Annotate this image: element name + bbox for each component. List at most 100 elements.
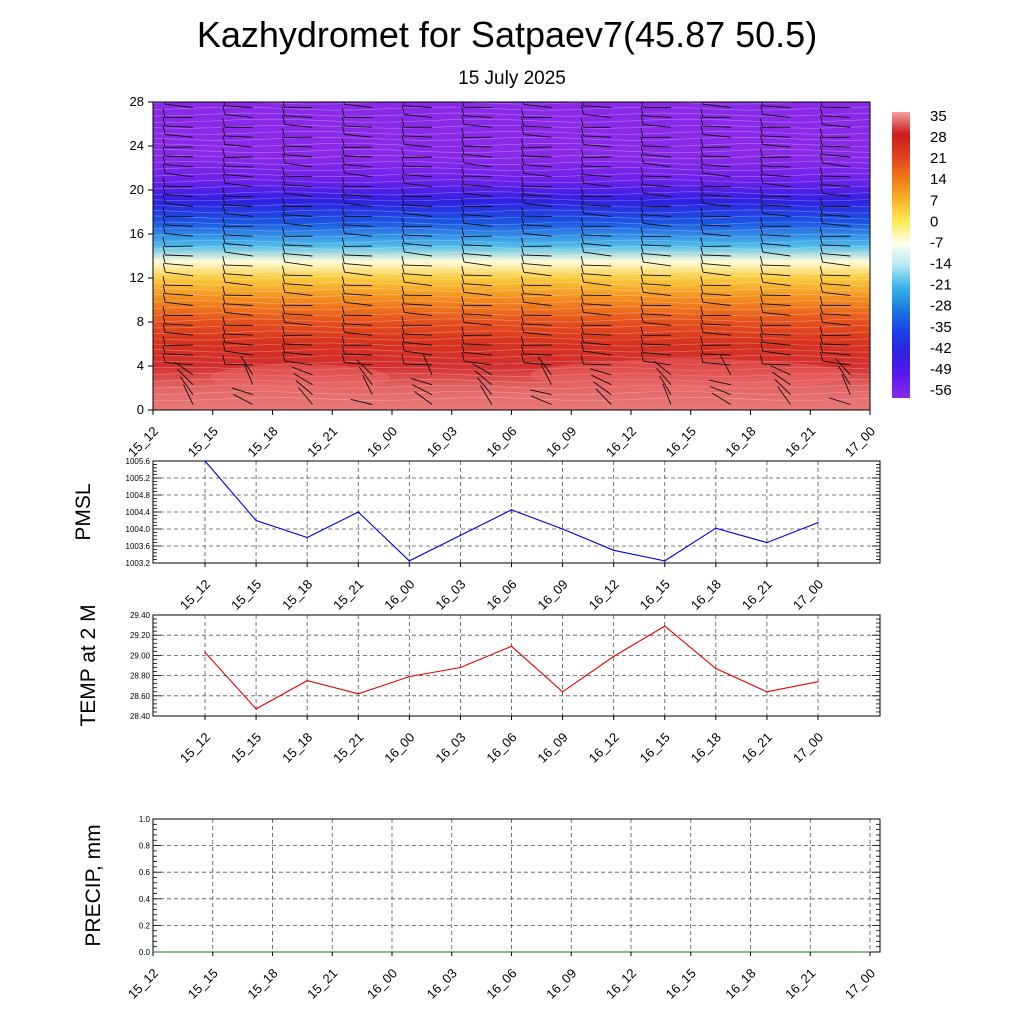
- wind-barb: [284, 192, 313, 198]
- wind-barb-feather: [341, 177, 345, 187]
- wind-barb: [523, 125, 552, 128]
- wind-barb-feather: [819, 326, 823, 336]
- x-tick-label: 16_03: [432, 577, 468, 613]
- x-tick-label: 17_00: [842, 424, 878, 460]
- wind-barb-feather: [760, 195, 764, 205]
- wind-barb: [642, 214, 672, 217]
- wind-barb-feather: [580, 195, 584, 205]
- wind-barb: [403, 156, 433, 158]
- wind-barb: [583, 273, 612, 277]
- wind-barb: [702, 271, 731, 277]
- wind-barb-feather: [162, 306, 166, 316]
- wind-barb: [463, 352, 492, 356]
- wind-barb: [822, 321, 851, 326]
- x-tick-label: 16_09: [543, 966, 579, 1002]
- wind-barb: [822, 244, 851, 247]
- wind-barb: [702, 103, 731, 108]
- wind-barb-feather: [222, 174, 226, 184]
- wind-barb: [642, 313, 672, 316]
- pmsl-axis-title: PMSL: [72, 483, 95, 540]
- wind-barb-feather: [461, 352, 465, 362]
- wind-barb-feather: [760, 324, 763, 334]
- wind-barb-feather: [580, 204, 584, 214]
- wind-barb-feather: [222, 105, 226, 115]
- wind-barb-feather: [819, 296, 823, 306]
- wind-barb-feather: [819, 128, 823, 138]
- x-tick-label: 16_12: [586, 577, 622, 613]
- wind-barb-feather: [880, 246, 882, 255]
- wind-barb-feather: [222, 273, 226, 283]
- temp-2m-point: [766, 691, 768, 693]
- wind-barb-feather: [461, 235, 465, 246]
- x-tick-label: 16_09: [535, 577, 571, 613]
- wind-barb: [344, 194, 373, 198]
- wind-barb: [165, 134, 194, 138]
- wind-barb: [822, 261, 851, 267]
- wind-barb-feather: [461, 205, 465, 215]
- temp-2m-point: [715, 667, 717, 670]
- wind-barb: [702, 233, 731, 237]
- wind-barb-feather: [461, 115, 465, 125]
- wind-barb-feather: [880, 117, 882, 126]
- wind-barb-feather: [640, 115, 644, 125]
- wind-barb-feather: [580, 157, 584, 167]
- wind-barb: [403, 234, 433, 237]
- wind-barb-feather: [581, 102, 584, 106]
- wind-barb-feather: [580, 148, 584, 158]
- wind-barb-feather: [521, 125, 525, 135]
- wind-barb-feather: [760, 148, 763, 158]
- wind-barb-feather: [640, 352, 644, 362]
- wind-barb-feather: [700, 284, 704, 294]
- wind-barb-feather: [819, 304, 823, 314]
- warm-core: [530, 359, 850, 391]
- wind-barb: [702, 332, 731, 336]
- wind-barb: [165, 263, 194, 267]
- wind-barb: [822, 253, 851, 257]
- wind-barb-feather: [462, 102, 465, 108]
- wind-barb: [165, 332, 194, 336]
- wind-barb-feather: [341, 194, 345, 204]
- wind-barb: [293, 373, 313, 386]
- wind-barb-feather: [640, 343, 644, 353]
- wind-barb: [762, 281, 791, 287]
- wind-barb: [284, 175, 313, 178]
- wind-barb-feather: [640, 184, 644, 194]
- wind-barb: [344, 353, 373, 356]
- wind-barb: [344, 332, 373, 336]
- wind-barb-feather: [760, 217, 763, 227]
- wind-barb: [224, 243, 253, 247]
- wind-barb-feather: [760, 303, 764, 313]
- wind-barb-feather: [282, 244, 286, 254]
- wind-barb-feather: [222, 333, 226, 343]
- chart-subtitle: 15 July 2025: [458, 68, 566, 89]
- wind-barb: [403, 333, 433, 336]
- wind-barb: [583, 156, 612, 158]
- wind-barb-feather: [580, 294, 584, 304]
- wind-barb-feather: [162, 314, 166, 324]
- wind-barb-feather: [521, 207, 524, 217]
- wind-barb-feather: [521, 336, 524, 346]
- wind-barb-feather: [401, 118, 405, 128]
- wind-barb-feather: [222, 135, 226, 145]
- wind-barb: [523, 194, 552, 198]
- wind-barb: [523, 284, 552, 287]
- wind-barb-feather: [640, 235, 644, 246]
- wind-barb-feather: [819, 334, 823, 345]
- wind-barb: [165, 194, 194, 198]
- wind-barb-feather: [461, 106, 465, 116]
- wind-barb-feather: [640, 145, 644, 155]
- x-tick-label: 15_15: [185, 424, 221, 460]
- wind-barb-feather: [701, 102, 704, 105]
- wind-barb: [224, 204, 253, 207]
- x-tick-label: 16_15: [637, 577, 673, 613]
- wind-barb: [224, 281, 253, 287]
- wind-barb: [404, 113, 433, 118]
- wind-barb-feather: [222, 118, 226, 128]
- wind-barb: [404, 144, 433, 148]
- wind-barb: [404, 182, 433, 188]
- y-tick-label: 16: [130, 226, 144, 241]
- wind-barb-feather: [700, 314, 704, 324]
- colorbar-label: 14: [930, 171, 947, 188]
- wind-barb: [224, 113, 253, 118]
- temp-2m-point: [459, 666, 462, 669]
